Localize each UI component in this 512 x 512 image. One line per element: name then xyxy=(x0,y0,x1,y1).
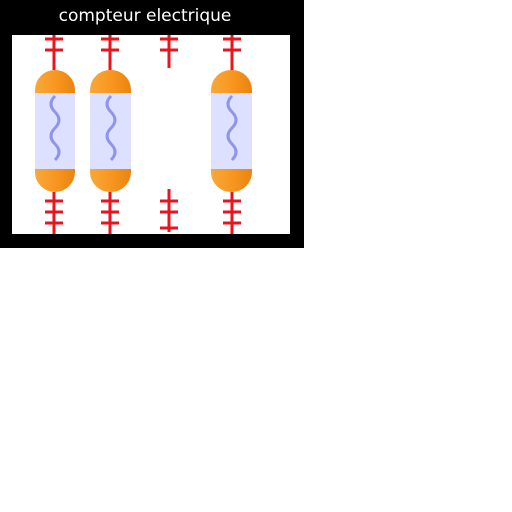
bottom-terminal xyxy=(101,192,119,234)
fuse-slot-3-empty[interactable] xyxy=(160,35,178,232)
electric-meter-panel: compteur electrique xyxy=(0,0,304,248)
fuse-slot-2[interactable] xyxy=(90,35,131,234)
fuse-cartridge[interactable] xyxy=(35,70,75,192)
bottom-terminal xyxy=(160,189,178,232)
fuse-cartridge[interactable] xyxy=(90,70,131,192)
fuse-diagram xyxy=(35,35,252,234)
fuse-cartridge[interactable] xyxy=(211,70,252,192)
top-terminal xyxy=(101,35,119,70)
fuse-slot-4[interactable] xyxy=(211,35,252,234)
panel-title: compteur electrique xyxy=(58,6,232,26)
fuse-slot-1[interactable] xyxy=(35,35,75,234)
bottom-terminal xyxy=(223,192,241,234)
top-terminal xyxy=(160,35,178,68)
bottom-terminal xyxy=(45,192,63,234)
top-terminal xyxy=(223,35,241,70)
top-terminal xyxy=(45,35,63,70)
